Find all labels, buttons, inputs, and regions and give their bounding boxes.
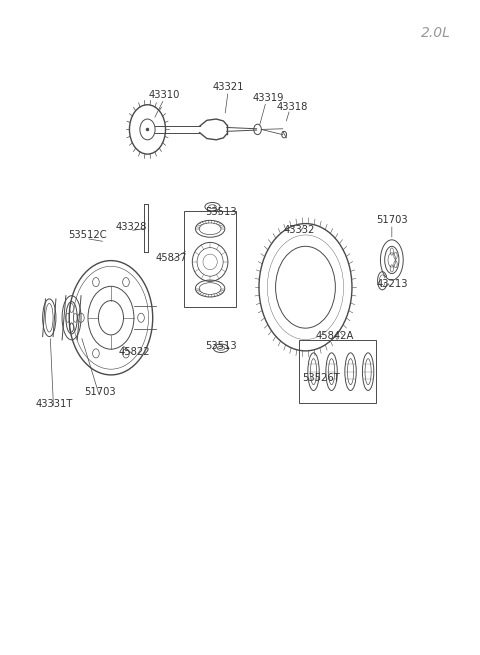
Text: 43332: 43332 [284, 225, 315, 235]
Bar [300, 340, 376, 403]
Text: 43321: 43321 [212, 83, 244, 92]
Text: 43328: 43328 [115, 222, 146, 232]
Text: 51703: 51703 [376, 215, 408, 225]
Text: 53513: 53513 [205, 207, 237, 217]
Text: 53512C: 53512C [68, 230, 107, 240]
Text: 43318: 43318 [276, 102, 308, 112]
Text: 45837: 45837 [156, 253, 187, 263]
Text: 2.0L: 2.0L [421, 26, 451, 39]
Text: 53513: 53513 [205, 341, 237, 350]
Text: 45822: 45822 [119, 346, 151, 356]
Text: 43319: 43319 [252, 93, 284, 103]
Text: 43331T: 43331T [36, 399, 72, 409]
Text: 53526T: 53526T [302, 373, 339, 383]
Text: 43310: 43310 [148, 90, 180, 100]
Text: 51703: 51703 [84, 388, 116, 398]
Bar [184, 211, 236, 307]
Text: 45842A: 45842A [316, 331, 354, 341]
Text: 43213: 43213 [376, 279, 408, 289]
